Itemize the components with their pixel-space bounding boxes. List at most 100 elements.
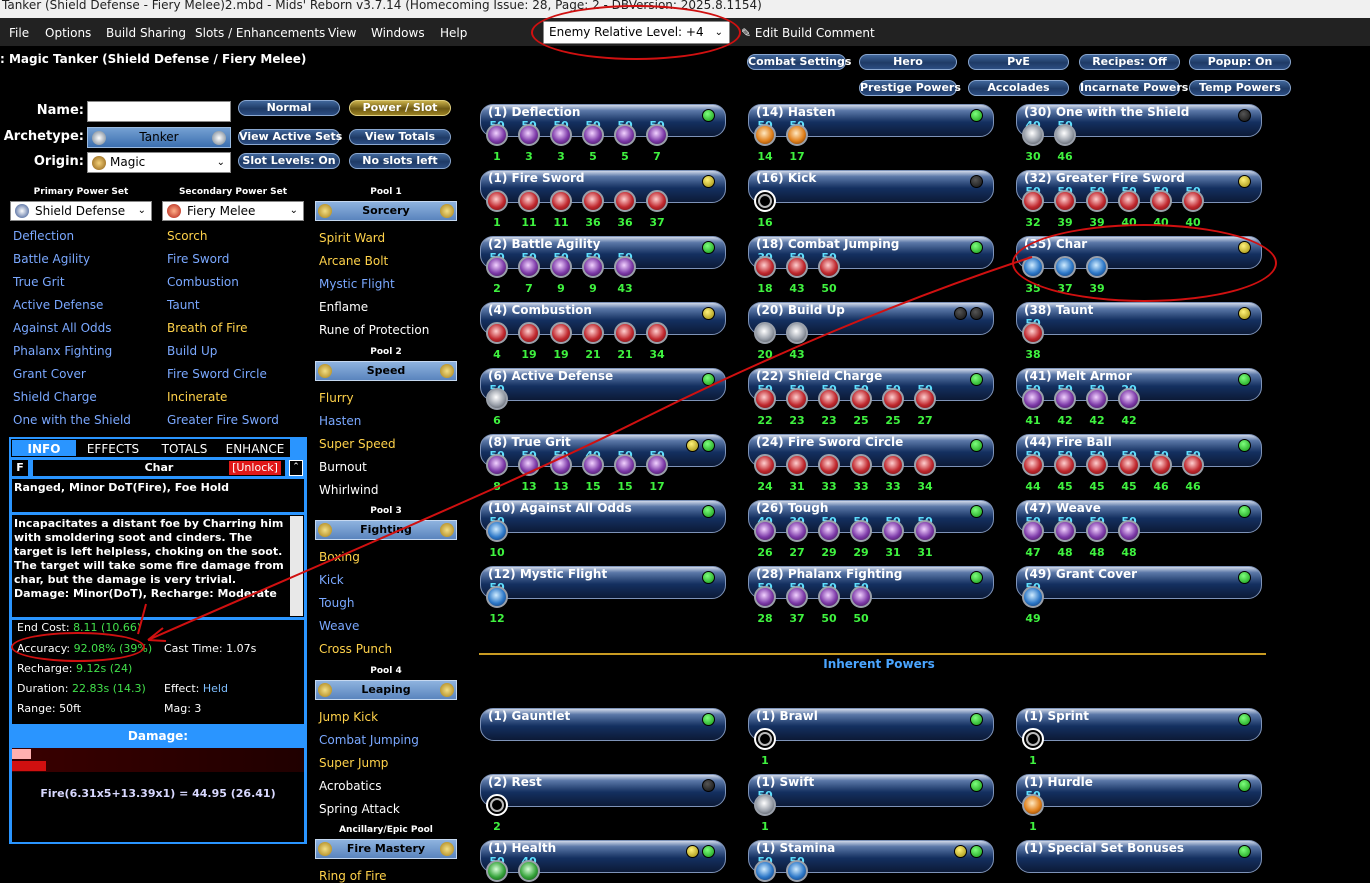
- power-entry-35-char[interactable]: (35) Char: [1016, 236, 1262, 270]
- secondary-power-breath-of-fire[interactable]: Breath of Fire: [167, 321, 248, 335]
- primary-power-grant-cover[interactable]: Grant Cover: [13, 367, 86, 381]
- enhancement-slot[interactable]: [818, 520, 840, 542]
- power-entry-1-hurdle[interactable]: (1) Hurdle: [1016, 774, 1262, 808]
- power-entry-1-sprint[interactable]: (1) Sprint: [1016, 708, 1262, 742]
- enhancement-slot[interactable]: [818, 586, 840, 608]
- power-entry-16-kick[interactable]: (16) Kick: [748, 170, 994, 204]
- pool-power-whirlwind[interactable]: Whirlwind: [319, 483, 379, 497]
- secondary-power-fire-sword[interactable]: Fire Sword: [167, 252, 230, 266]
- enhancement-slot[interactable]: [786, 124, 808, 146]
- secondary-power-fire-sword-circle[interactable]: Fire Sword Circle: [167, 367, 267, 381]
- pool-power-combat-jumping[interactable]: Combat Jumping: [319, 733, 419, 747]
- enhancement-slot[interactable]: [582, 190, 604, 212]
- enhancement-slot[interactable]: [1022, 190, 1044, 212]
- primary-power-active-defense[interactable]: Active Defense: [13, 298, 104, 312]
- power-entry-18-combat-jumping[interactable]: (18) Combat Jumping: [748, 236, 994, 270]
- enhancement-slot[interactable]: [646, 190, 668, 212]
- pool-power-flurry[interactable]: Flurry: [319, 391, 354, 405]
- enhancement-slot[interactable]: [614, 454, 636, 476]
- enhancement-slot[interactable]: [754, 190, 776, 212]
- pool-power-burnout[interactable]: Burnout: [319, 460, 367, 474]
- view-active-sets-button[interactable]: View Active Sets: [238, 129, 343, 145]
- enhancement-slot[interactable]: [818, 256, 840, 278]
- enhancement-slot[interactable]: [582, 124, 604, 146]
- enemy-level-select[interactable]: Enemy Relative Level: +4 ⌄: [543, 21, 730, 44]
- enhancement-slot[interactable]: [1086, 190, 1108, 212]
- accolades-button[interactable]: Accolades: [968, 80, 1069, 96]
- enhancement-slot[interactable]: [754, 322, 776, 344]
- enhancement-slot[interactable]: [882, 520, 904, 542]
- tab-totals[interactable]: TOTALS: [149, 439, 220, 457]
- tab-enhance[interactable]: ENHANCE: [220, 439, 290, 457]
- enhancement-slot[interactable]: [486, 190, 508, 212]
- enhancement-slot[interactable]: [850, 520, 872, 542]
- enhancement-slot[interactable]: [550, 322, 572, 344]
- pool-power-acrobatics[interactable]: Acrobatics: [319, 779, 382, 793]
- enhancement-slot[interactable]: [486, 454, 508, 476]
- no-slots-left-button[interactable]: No slots left: [349, 153, 451, 169]
- pool-set-leaping[interactable]: Leaping: [315, 680, 457, 700]
- power-entry-12-mystic-flight[interactable]: (12) Mystic Flight: [480, 566, 726, 600]
- pool-power-mystic-flight[interactable]: Mystic Flight: [319, 277, 395, 291]
- pool-power-ring-of-fire[interactable]: Ring of Fire: [319, 869, 387, 883]
- enhancement-slot[interactable]: [1182, 190, 1204, 212]
- power-entry-20-build-up[interactable]: (20) Build Up: [748, 302, 994, 336]
- enhancement-slot[interactable]: [486, 322, 508, 344]
- enhancement-slot[interactable]: [1118, 520, 1140, 542]
- enhancement-slot[interactable]: [486, 388, 508, 410]
- power-slot-button[interactable]: Power / Slot: [349, 100, 451, 116]
- menu-slots-enhancements[interactable]: Slots / Enhancements: [195, 26, 326, 40]
- enhancement-slot[interactable]: [550, 124, 572, 146]
- primary-power-shield-charge[interactable]: Shield Charge: [13, 390, 97, 404]
- prestige-powers-button[interactable]: Prestige Powers: [859, 80, 961, 96]
- floating-toggle[interactable]: F: [12, 460, 28, 476]
- enhancement-slot[interactable]: [1054, 190, 1076, 212]
- enhancement-slot[interactable]: [786, 256, 808, 278]
- pool-set-speed[interactable]: Speed: [315, 361, 457, 381]
- enhancement-slot[interactable]: [1086, 388, 1108, 410]
- menu-build-sharing[interactable]: Build Sharing: [106, 26, 187, 40]
- pool-power-weave[interactable]: Weave: [319, 619, 360, 633]
- power-entry-1-brawl[interactable]: (1) Brawl: [748, 708, 994, 742]
- collapse-icon[interactable]: ⌃: [289, 460, 303, 476]
- popup-button[interactable]: Popup: On: [1189, 54, 1291, 70]
- enhancement-slot[interactable]: [754, 124, 776, 146]
- power-entry-1-stamina[interactable]: (1) Stamina: [748, 840, 994, 874]
- enhancement-slot[interactable]: [518, 322, 540, 344]
- enhancement-slot[interactable]: [1086, 520, 1108, 542]
- pool-power-kick[interactable]: Kick: [319, 573, 344, 587]
- enhancement-slot[interactable]: [818, 454, 840, 476]
- power-entry-14-hasten[interactable]: (14) Hasten: [748, 104, 994, 138]
- pool-set-fighting[interactable]: Fighting: [315, 520, 457, 540]
- enhancement-slot[interactable]: [754, 388, 776, 410]
- pool-power-spring-attack[interactable]: Spring Attack: [319, 802, 400, 816]
- pve-button[interactable]: PvE: [968, 54, 1069, 70]
- normal-button[interactable]: Normal: [238, 100, 340, 116]
- edit-build-comment-button[interactable]: ✎ Edit Build Comment: [741, 26, 875, 40]
- enhancement-slot[interactable]: [486, 256, 508, 278]
- power-entry-30-one-with-the-shield[interactable]: (30) One with the Shield: [1016, 104, 1262, 138]
- enhancement-slot[interactable]: [1054, 256, 1076, 278]
- pool-power-boxing[interactable]: Boxing: [319, 550, 360, 564]
- enhancement-slot[interactable]: [1022, 256, 1044, 278]
- secondary-power-build-up[interactable]: Build Up: [167, 344, 218, 358]
- enhancement-slot[interactable]: [518, 124, 540, 146]
- enhancement-slot[interactable]: [1022, 322, 1044, 344]
- power-entry-1-gauntlet[interactable]: (1) Gauntlet: [480, 708, 726, 742]
- power-entry-1-health[interactable]: (1) Health: [480, 840, 726, 874]
- secondary-set-select[interactable]: Fiery Melee ⌄: [162, 201, 304, 221]
- menu-view[interactable]: View: [328, 26, 357, 40]
- enhancement-slot[interactable]: [1022, 586, 1044, 608]
- power-entry-1-special-set-bonuses[interactable]: (1) Special Set Bonuses: [1016, 840, 1262, 874]
- power-entry-6-active-defense[interactable]: (6) Active Defense: [480, 368, 726, 402]
- enhancement-slot[interactable]: [850, 388, 872, 410]
- pool-power-spirit-ward[interactable]: Spirit Ward: [319, 231, 386, 245]
- enhancement-slot[interactable]: [1182, 454, 1204, 476]
- hero-button[interactable]: Hero: [859, 54, 957, 70]
- enhancement-slot[interactable]: [1022, 728, 1044, 750]
- pool-power-super-jump[interactable]: Super Jump: [319, 756, 389, 770]
- enhancement-slot[interactable]: [786, 520, 808, 542]
- enhancement-slot[interactable]: [614, 190, 636, 212]
- enhancement-slot[interactable]: [1054, 454, 1076, 476]
- primary-power-deflection[interactable]: Deflection: [13, 229, 75, 243]
